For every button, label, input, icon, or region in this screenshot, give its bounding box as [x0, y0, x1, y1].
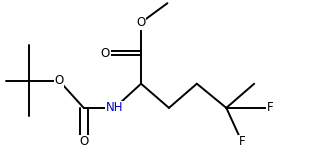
Text: O: O	[101, 47, 110, 60]
Text: O: O	[136, 16, 146, 29]
Text: F: F	[266, 101, 273, 114]
Text: F: F	[238, 135, 245, 148]
Text: NH: NH	[106, 101, 123, 114]
Text: O: O	[54, 74, 64, 87]
Text: O: O	[79, 135, 88, 148]
